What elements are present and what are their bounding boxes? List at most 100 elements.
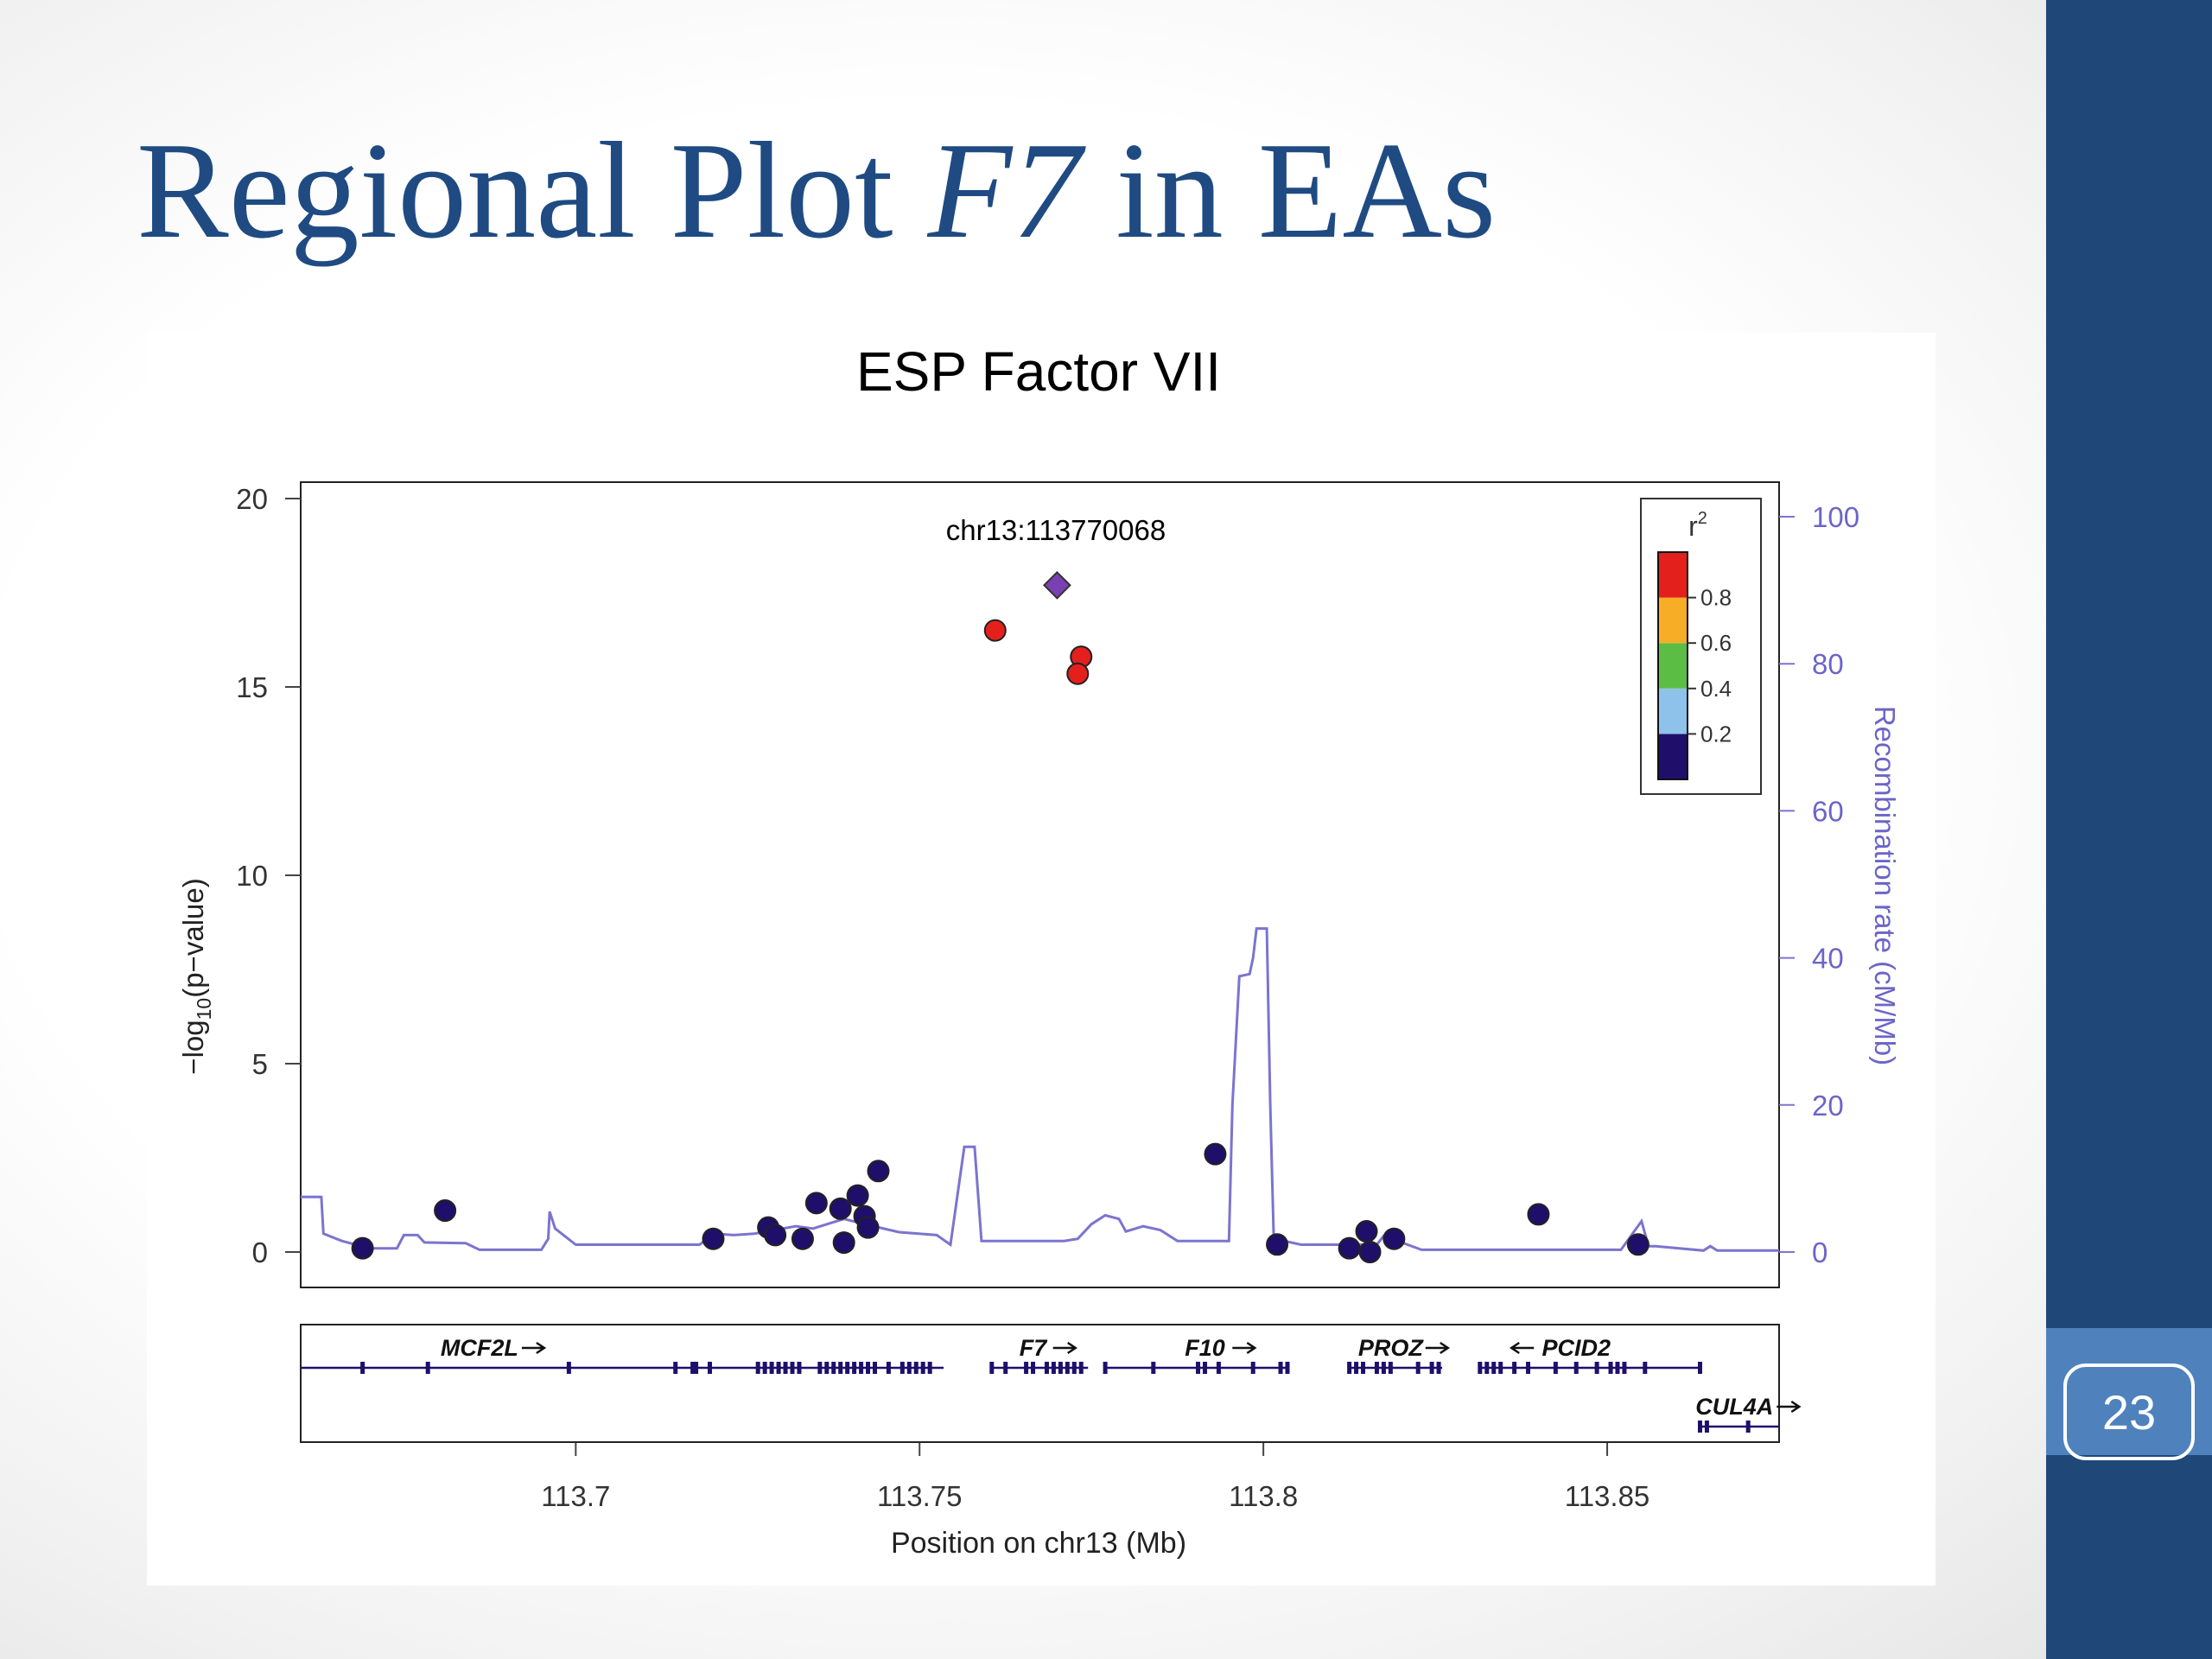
gene-exon (1078, 1362, 1084, 1374)
y-axis-label-tail: (p−value) (177, 878, 209, 998)
snp-point (764, 1224, 787, 1247)
snp-point (804, 1192, 828, 1215)
x-axis-label: Position on chr13 (Mb) (891, 1527, 1186, 1560)
index-snp-annotation: chr13:113770068 (946, 514, 1166, 546)
gene-exon (1216, 1362, 1221, 1374)
gene-label: F10 (1185, 1335, 1225, 1361)
gene-exon (1704, 1421, 1709, 1433)
y2-tick-label: 40 (1812, 943, 1844, 975)
gene-label: F7 (1020, 1335, 1048, 1361)
y-tick-label: 10 (236, 860, 268, 892)
y2-axis-label: Recombination rate (cM/Mb) (1869, 706, 1901, 1065)
x-tick-label: 113.8 (1229, 1480, 1298, 1512)
snp-point (1338, 1236, 1361, 1260)
y-tick-label: 15 (236, 671, 268, 703)
snp-point (1355, 1220, 1378, 1243)
snp-point (832, 1231, 855, 1255)
gene-exon (1347, 1362, 1352, 1374)
legend-swatch (1658, 597, 1688, 644)
gene-exon (1354, 1362, 1359, 1374)
legend: r2 0.2 0.4 0.6 0.8 (1640, 498, 1762, 795)
gene-exon (708, 1362, 713, 1374)
gene-exon (1003, 1362, 1008, 1374)
gene-exon (838, 1362, 843, 1374)
gene-exon (1071, 1362, 1077, 1374)
snp-point (856, 1216, 880, 1239)
slide-title: Regional Plot F7 in EAs (137, 121, 1496, 259)
gene-exon (755, 1362, 760, 1374)
y-tick-label: 5 (252, 1048, 268, 1080)
gene-exon (1103, 1362, 1108, 1374)
gene-exon (566, 1362, 571, 1374)
gene-exon (1498, 1362, 1503, 1374)
gene-exon (1436, 1362, 1441, 1374)
x-tick-label: 113.85 (1565, 1480, 1649, 1512)
regional-plot: ESP Factor VII 0 5 10 15 20 0 20 40 60 80 100 113.7… (177, 340, 1901, 1560)
snp-point (1204, 1142, 1227, 1166)
gene-exon (859, 1362, 864, 1374)
gene-exon (906, 1362, 912, 1374)
gene-exon (1484, 1362, 1490, 1374)
slide-title-text: Regional Plot (137, 113, 928, 267)
y2-tick-label: 0 (1812, 1236, 1827, 1268)
recombination-rate-line (301, 927, 1779, 1252)
y-axis-label-main: −log (177, 1020, 209, 1074)
gene-label: CUL4A (1695, 1394, 1773, 1420)
y-axis-label: −log10(p−value) (177, 878, 215, 1074)
snp-point (1626, 1233, 1649, 1256)
gene-direction-arrow (1052, 1341, 1077, 1355)
x-tick-label: 113.75 (877, 1480, 962, 1512)
gene-exon (1278, 1362, 1283, 1374)
gene-exon (425, 1362, 430, 1374)
legend-swatches: 0.2 0.4 0.6 0.8 (1657, 551, 1732, 780)
snp-point-high-ld (1066, 662, 1090, 685)
gene-exon (852, 1362, 857, 1374)
snp-point (791, 1227, 814, 1250)
gene-exon (817, 1362, 823, 1374)
snp-point (846, 1184, 869, 1207)
gene-exon (824, 1362, 830, 1374)
legend-title-main: r (1688, 511, 1698, 542)
slide-title-gene: F7 (927, 113, 1082, 267)
gene-exon (1044, 1362, 1049, 1374)
gene-exon (1745, 1421, 1751, 1433)
slide-title-tail: in EAs (1081, 113, 1497, 267)
legend-label: 0.6 (1700, 630, 1732, 656)
y-tick-label: 20 (236, 483, 268, 515)
gene-exon (1051, 1362, 1056, 1374)
gene-exon (1697, 1421, 1702, 1433)
gene-exon (694, 1362, 699, 1374)
y2-tick-label: 20 (1812, 1090, 1844, 1122)
page-number: 23 (2063, 1363, 2195, 1460)
legend-swatch (1658, 734, 1688, 779)
snp-point (1358, 1241, 1382, 1263)
gene-exon (1024, 1362, 1029, 1374)
gene-track-frame (300, 1324, 1780, 1443)
snp-point (867, 1160, 890, 1183)
index-snp-marker (1042, 570, 1071, 600)
gene-exon (1478, 1362, 1483, 1374)
legend-title-sup: 2 (1698, 509, 1707, 528)
gene-exon (1594, 1362, 1599, 1374)
points-layer (351, 570, 1649, 1263)
chart-panel: ESP Factor VII 0 5 10 15 20 0 20 40 60 80 100 113.7… (147, 333, 1936, 1586)
gene-exon (1415, 1362, 1421, 1374)
gene-exon (913, 1362, 918, 1374)
snp-point-high-ld (983, 619, 1007, 642)
gene-exon (1374, 1362, 1379, 1374)
legend-title: r2 (1688, 509, 1707, 542)
gene-exon (886, 1362, 891, 1374)
gene-direction-arrow (1777, 1400, 1802, 1414)
gene-exon (1429, 1362, 1434, 1374)
gene-exon (1202, 1362, 1207, 1374)
gene-exon (1151, 1362, 1156, 1374)
gene-exon (690, 1362, 696, 1374)
gene-exon (989, 1362, 995, 1374)
gene-label: PCID2 (1541, 1335, 1611, 1361)
gene-label: PROZ (1358, 1335, 1425, 1361)
gene-exon (769, 1362, 774, 1374)
gene-exon (1250, 1362, 1255, 1374)
snp-point (1527, 1203, 1550, 1226)
gene-exon (673, 1362, 678, 1374)
snp-point (702, 1227, 725, 1250)
